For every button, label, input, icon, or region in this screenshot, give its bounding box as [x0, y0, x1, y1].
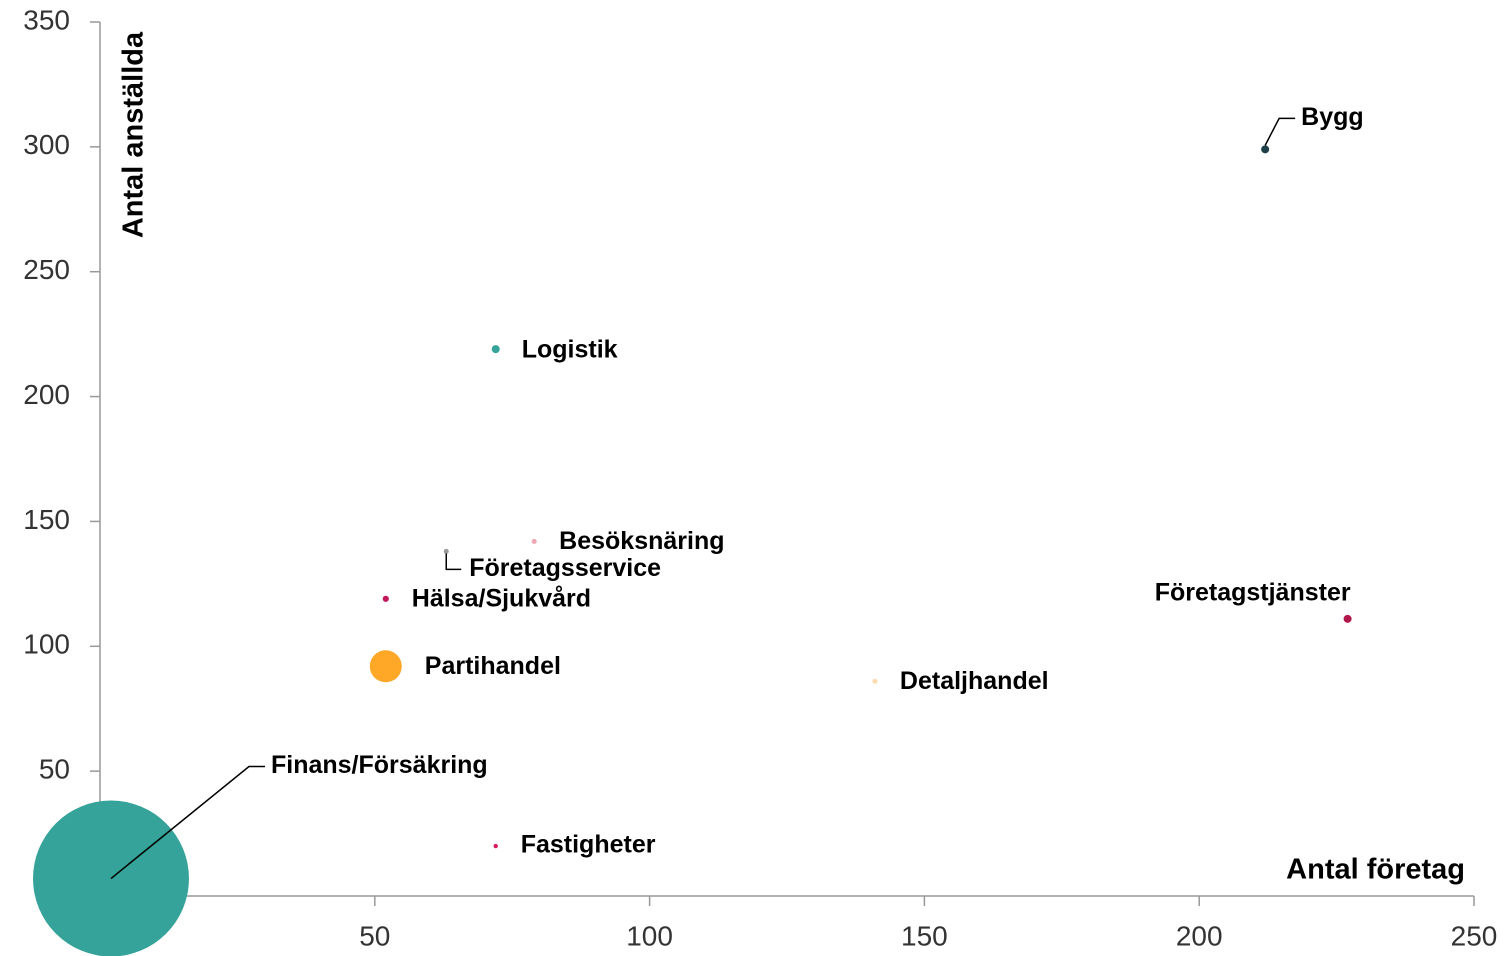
point-label: Partihandel: [425, 652, 561, 680]
bubble: [382, 595, 389, 602]
bubble: [491, 345, 500, 354]
bubble: [872, 678, 878, 684]
x-axis-title: Antal företag: [1286, 854, 1465, 886]
point-label: Besöksnäring: [559, 527, 724, 555]
bubble: [1261, 145, 1270, 154]
y-tick-label: 100: [23, 629, 70, 660]
y-tick-label: 350: [23, 4, 70, 35]
bubble: [369, 650, 402, 683]
bubble: [531, 538, 537, 544]
point-label: Logistik: [522, 336, 618, 364]
x-tick-label: 200: [1176, 920, 1223, 951]
y-tick-label: 300: [23, 129, 70, 160]
x-tick-label: 100: [626, 920, 673, 951]
y-tick-label: 50: [39, 754, 70, 785]
leader-line: [445, 553, 462, 571]
point-label: Finans/Försäkring: [271, 751, 488, 779]
point-label: Detaljhandel: [900, 667, 1049, 695]
point-label: Företagsservice: [469, 554, 661, 582]
bubble: [1343, 614, 1352, 623]
x-tick-label: 50: [359, 920, 390, 951]
point-label: Företagstjänster: [1155, 578, 1351, 606]
point-label: Bygg: [1301, 103, 1364, 131]
bubble: [493, 843, 498, 849]
y-tick-label: 200: [23, 379, 70, 410]
point-label: Hälsa/Sjukvård: [412, 584, 591, 612]
x-tick-label: 150: [901, 920, 948, 951]
point-label: Fastigheter: [521, 831, 656, 859]
y-tick-label: 150: [23, 504, 70, 535]
bubble: [443, 548, 449, 554]
y-tick-label: 250: [23, 254, 70, 285]
y-axis-title: Antal anställda: [118, 31, 150, 238]
leader-line: [110, 765, 265, 880]
x-tick-label: 250: [1451, 920, 1498, 951]
leader-line: [1264, 117, 1296, 146]
